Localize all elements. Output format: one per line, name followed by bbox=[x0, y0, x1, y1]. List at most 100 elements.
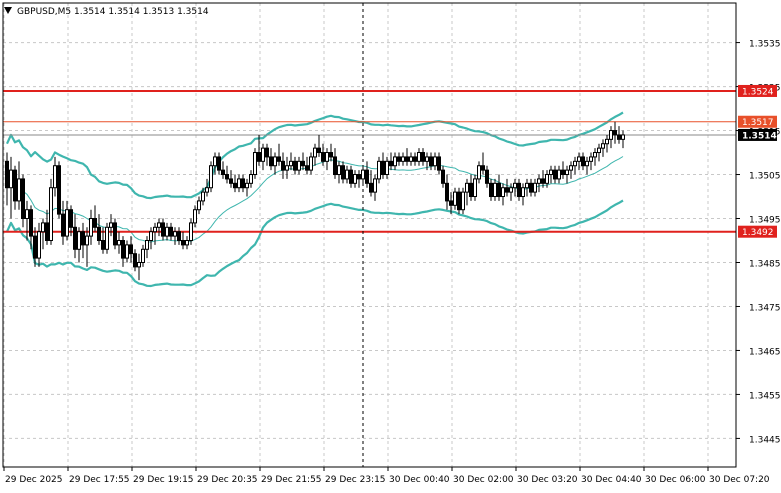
candle-body[interactable] bbox=[41, 222, 45, 233]
candle-body[interactable] bbox=[433, 156, 437, 167]
candle-body[interactable] bbox=[561, 169, 565, 176]
candle-body[interactable] bbox=[609, 130, 613, 140]
candle-body[interactable] bbox=[217, 156, 221, 171]
candle-body[interactable] bbox=[509, 187, 513, 193]
candle-body[interactable] bbox=[25, 209, 29, 220]
candle-body[interactable] bbox=[573, 160, 577, 167]
candle-body[interactable] bbox=[197, 200, 201, 211]
candle-body[interactable] bbox=[57, 165, 61, 215]
candle-body[interactable] bbox=[233, 182, 237, 189]
candle-body[interactable] bbox=[425, 156, 429, 162]
candle-body[interactable] bbox=[469, 182, 473, 198]
candle-body[interactable] bbox=[205, 187, 209, 193]
candle-body[interactable] bbox=[409, 156, 413, 162]
candle-body[interactable] bbox=[165, 226, 169, 237]
candle-body[interactable] bbox=[89, 218, 93, 237]
candle-body[interactable] bbox=[489, 182, 493, 198]
candle-body[interactable] bbox=[269, 156, 273, 167]
candle-body[interactable] bbox=[45, 222, 49, 241]
candle-body[interactable] bbox=[557, 169, 561, 180]
candle-body[interactable] bbox=[313, 147, 317, 158]
candle-body[interactable] bbox=[213, 156, 217, 167]
candle-body[interactable] bbox=[221, 169, 225, 176]
candle-body[interactable] bbox=[505, 187, 509, 193]
candle-body[interactable] bbox=[365, 169, 369, 184]
candle-body[interactable] bbox=[473, 178, 477, 198]
candle-body[interactable] bbox=[49, 187, 53, 241]
candle-body[interactable] bbox=[389, 160, 393, 167]
candle-body[interactable] bbox=[357, 174, 361, 180]
candle-body[interactable] bbox=[85, 235, 89, 246]
candle-body[interactable] bbox=[285, 165, 289, 171]
candle-body[interactable] bbox=[121, 239, 125, 259]
candle-body[interactable] bbox=[105, 226, 109, 250]
candle-body[interactable] bbox=[309, 156, 313, 171]
candle-body[interactable] bbox=[69, 209, 73, 228]
candle-body[interactable] bbox=[521, 187, 525, 198]
candle-body[interactable] bbox=[77, 231, 81, 250]
candle-body[interactable] bbox=[53, 165, 57, 189]
candle-body[interactable] bbox=[169, 226, 173, 237]
candle-body[interactable] bbox=[377, 160, 381, 180]
candle-body[interactable] bbox=[441, 169, 445, 184]
candle-body[interactable] bbox=[289, 160, 293, 167]
candle-body[interactable] bbox=[397, 156, 401, 162]
candle-body[interactable] bbox=[281, 160, 285, 171]
candle-body[interactable] bbox=[237, 178, 241, 189]
candle-body[interactable] bbox=[341, 165, 345, 180]
candle-body[interactable] bbox=[337, 165, 341, 176]
candle-body[interactable] bbox=[29, 209, 33, 237]
candle-body[interactable] bbox=[569, 165, 573, 171]
candle-body[interactable] bbox=[381, 160, 385, 176]
candle-body[interactable] bbox=[157, 222, 161, 228]
candle-body[interactable] bbox=[137, 261, 141, 268]
candle-body[interactable] bbox=[185, 239, 189, 246]
candle-body[interactable] bbox=[189, 222, 193, 241]
candle-body[interactable] bbox=[613, 130, 617, 136]
candle-body[interactable] bbox=[549, 169, 553, 176]
candle-body[interactable] bbox=[81, 231, 85, 246]
candle-body[interactable] bbox=[253, 152, 257, 176]
candle-body[interactable] bbox=[113, 222, 117, 246]
candle-body[interactable] bbox=[301, 160, 305, 167]
triangle-down-icon[interactable] bbox=[4, 7, 12, 14]
candle-body[interactable] bbox=[161, 222, 165, 237]
candle-body[interactable] bbox=[249, 174, 253, 184]
candle-body[interactable] bbox=[333, 156, 337, 176]
candle-body[interactable] bbox=[209, 165, 213, 189]
candle-body[interactable] bbox=[589, 156, 593, 162]
candle-body[interactable] bbox=[73, 226, 77, 250]
candle-body[interactable] bbox=[109, 222, 113, 228]
candle-body[interactable] bbox=[33, 235, 37, 259]
candle-body[interactable] bbox=[325, 152, 329, 162]
candle-body[interactable] bbox=[141, 248, 145, 263]
candle-body[interactable] bbox=[129, 244, 133, 255]
candle-body[interactable] bbox=[317, 147, 321, 154]
candle-body[interactable] bbox=[581, 156, 585, 167]
candle-body[interactable] bbox=[485, 169, 489, 184]
candle-body[interactable] bbox=[553, 169, 557, 180]
candle-body[interactable] bbox=[421, 152, 425, 162]
candle-body[interactable] bbox=[273, 156, 277, 167]
candle-body[interactable] bbox=[565, 169, 569, 176]
candle-body[interactable] bbox=[13, 169, 17, 202]
candle-body[interactable] bbox=[445, 182, 449, 202]
candle-body[interactable] bbox=[513, 182, 517, 189]
candle-body[interactable] bbox=[345, 169, 349, 180]
candle-body[interactable] bbox=[457, 191, 461, 211]
candle-body[interactable] bbox=[305, 165, 309, 171]
candle-body[interactable] bbox=[241, 178, 245, 189]
candle-body[interactable] bbox=[497, 182, 501, 198]
candle-body[interactable] bbox=[321, 152, 325, 162]
candle-body[interactable] bbox=[117, 239, 121, 246]
candle-body[interactable] bbox=[229, 178, 233, 184]
candle-body[interactable] bbox=[97, 226, 101, 241]
candle-body[interactable] bbox=[145, 239, 149, 250]
candle-body[interactable] bbox=[465, 182, 469, 193]
candle-body[interactable] bbox=[349, 169, 353, 184]
candle-body[interactable] bbox=[277, 156, 281, 162]
candle-body[interactable] bbox=[37, 231, 41, 259]
candle-body[interactable] bbox=[545, 174, 549, 184]
candle-body[interactable] bbox=[353, 174, 357, 184]
